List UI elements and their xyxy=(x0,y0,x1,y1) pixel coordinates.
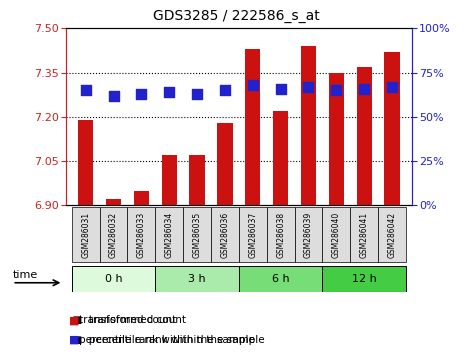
Text: GSM286039: GSM286039 xyxy=(304,211,313,258)
Point xyxy=(138,91,145,97)
Text: GSM286032: GSM286032 xyxy=(109,211,118,258)
Point xyxy=(221,87,229,93)
Bar xyxy=(190,155,205,205)
FancyBboxPatch shape xyxy=(350,207,378,262)
FancyBboxPatch shape xyxy=(211,207,239,262)
Point xyxy=(110,93,117,98)
Bar xyxy=(301,46,316,205)
FancyBboxPatch shape xyxy=(267,207,295,262)
Text: GSM286031: GSM286031 xyxy=(81,211,90,258)
Point xyxy=(388,84,396,90)
Bar xyxy=(78,120,93,205)
Bar xyxy=(162,155,177,205)
Text: ■: ■ xyxy=(69,335,79,345)
Point xyxy=(333,87,340,93)
Point xyxy=(249,82,256,88)
Bar xyxy=(106,199,121,205)
Point xyxy=(193,91,201,97)
FancyBboxPatch shape xyxy=(295,207,323,262)
Point xyxy=(82,87,89,93)
FancyBboxPatch shape xyxy=(378,207,406,262)
FancyBboxPatch shape xyxy=(72,207,100,262)
Text: GSM286035: GSM286035 xyxy=(193,211,201,258)
Text: ■  percentile rank within the sample: ■ percentile rank within the sample xyxy=(66,335,265,345)
FancyBboxPatch shape xyxy=(128,207,155,262)
FancyBboxPatch shape xyxy=(239,266,323,292)
Bar xyxy=(217,123,233,205)
Text: ■  transformed count: ■ transformed count xyxy=(66,315,186,325)
Text: 3 h: 3 h xyxy=(188,274,206,284)
FancyBboxPatch shape xyxy=(72,266,155,292)
Text: 12 h: 12 h xyxy=(352,274,377,284)
Text: transformed count: transformed count xyxy=(79,315,177,325)
FancyBboxPatch shape xyxy=(323,266,406,292)
Text: GDS3285 / 222586_s_at: GDS3285 / 222586_s_at xyxy=(153,9,320,23)
Text: time: time xyxy=(12,270,37,280)
Bar xyxy=(357,67,372,205)
Text: GSM286033: GSM286033 xyxy=(137,211,146,258)
FancyBboxPatch shape xyxy=(155,207,183,262)
Point xyxy=(360,86,368,91)
Text: GSM286038: GSM286038 xyxy=(276,211,285,258)
Bar xyxy=(385,52,400,205)
Bar xyxy=(273,111,288,205)
FancyBboxPatch shape xyxy=(323,207,350,262)
Point xyxy=(305,84,312,90)
FancyBboxPatch shape xyxy=(183,207,211,262)
FancyBboxPatch shape xyxy=(100,207,128,262)
Bar xyxy=(329,73,344,205)
Text: ■: ■ xyxy=(69,315,79,325)
Bar xyxy=(134,190,149,205)
Point xyxy=(166,89,173,95)
Text: percentile rank within the sample: percentile rank within the sample xyxy=(79,335,255,345)
Text: GSM286040: GSM286040 xyxy=(332,211,341,258)
Text: 6 h: 6 h xyxy=(272,274,289,284)
Text: GSM286037: GSM286037 xyxy=(248,211,257,258)
Point xyxy=(277,86,284,91)
Text: GSM286042: GSM286042 xyxy=(387,211,396,258)
Text: GSM286036: GSM286036 xyxy=(220,211,229,258)
FancyBboxPatch shape xyxy=(239,207,267,262)
Bar xyxy=(245,49,261,205)
Text: GSM286034: GSM286034 xyxy=(165,211,174,258)
FancyBboxPatch shape xyxy=(155,266,239,292)
Text: GSM286041: GSM286041 xyxy=(359,211,368,258)
Text: 0 h: 0 h xyxy=(105,274,123,284)
